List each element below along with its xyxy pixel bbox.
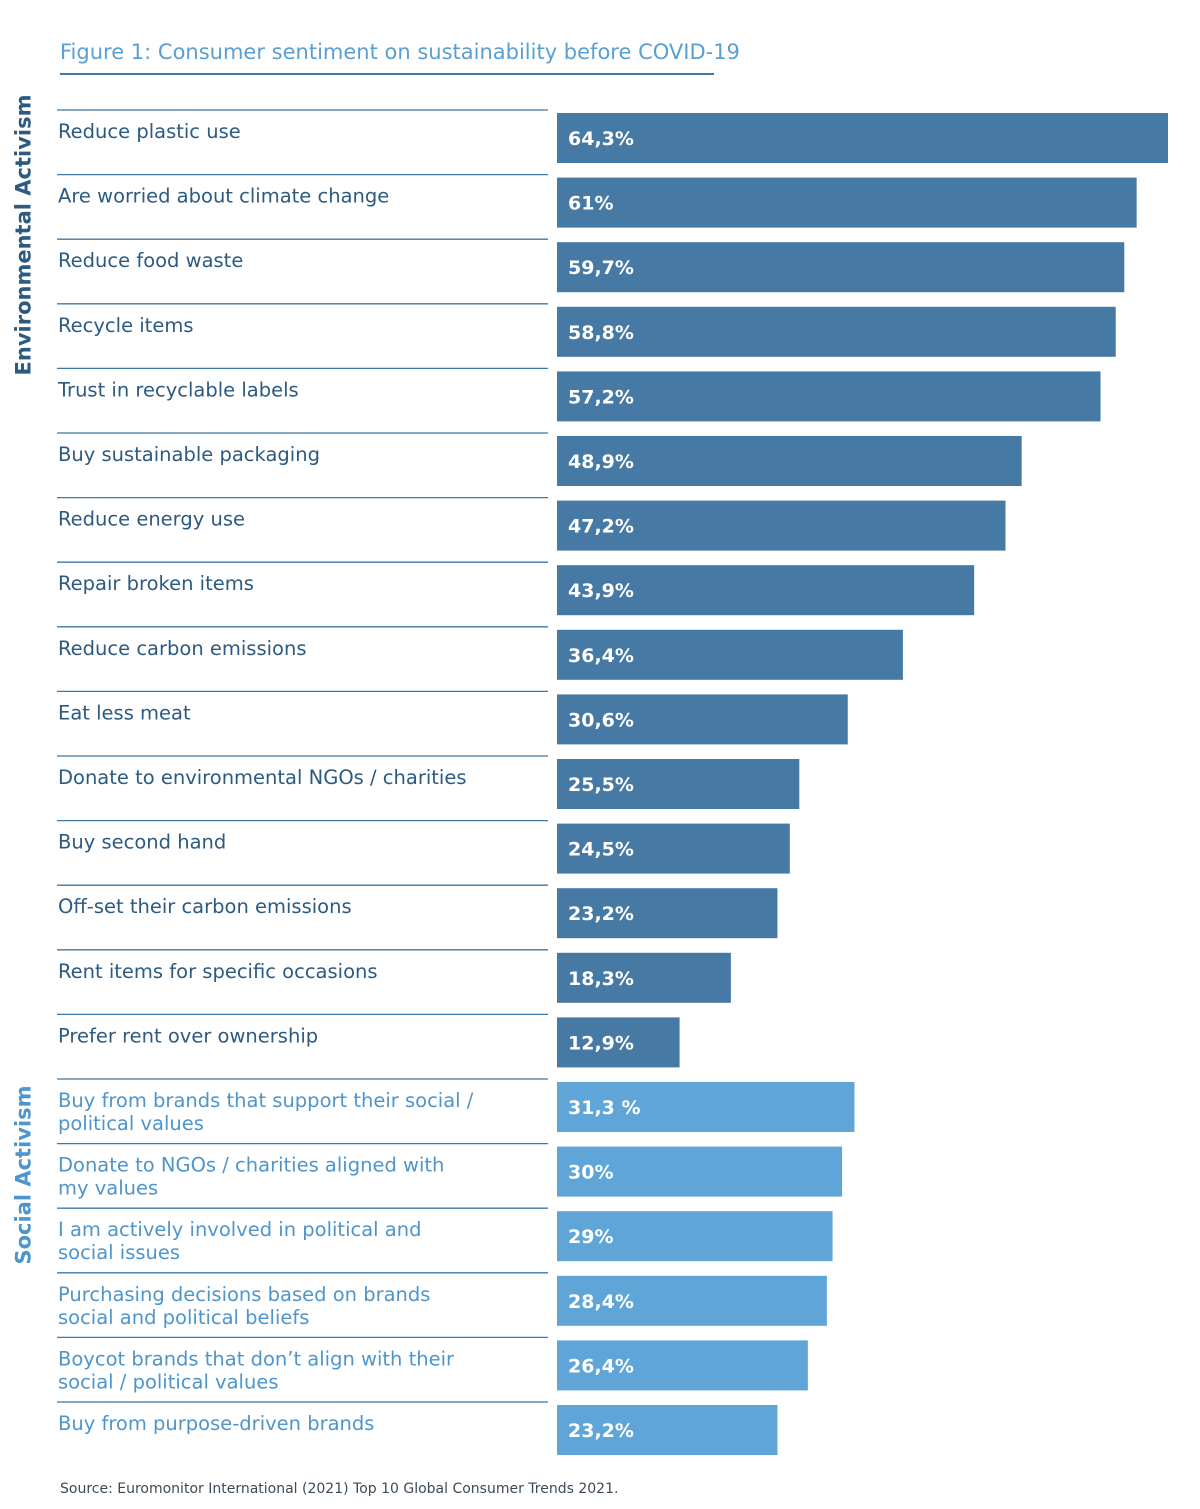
- bar: [557, 1275, 827, 1326]
- bar: [557, 177, 1137, 228]
- bar: [557, 1017, 680, 1068]
- category-label-line: Boycot brands that don’t align with thei…: [58, 1347, 455, 1370]
- category-label-line: Rent items for specific occasions: [58, 960, 378, 983]
- category-label-line: my values: [58, 1177, 158, 1200]
- category-label: Reduce energy use: [58, 508, 245, 531]
- category-label-line: Reduce food waste: [58, 249, 243, 272]
- category-label-line: Buy sustainable packaging: [58, 443, 320, 466]
- bar-value-label: 43,9%: [568, 580, 634, 602]
- bar-value-label: 23,2%: [568, 903, 634, 925]
- bar: [557, 694, 848, 745]
- category-label-line: I am actively involved in political and: [58, 1218, 421, 1241]
- category-label: Donate to NGOs / charities aligned with m…: [58, 1154, 444, 1200]
- bar: [557, 306, 1116, 357]
- category-label-line: Donate to environmental NGOs / charities: [58, 766, 466, 789]
- bar-value-label: 64,3%: [568, 128, 634, 150]
- category-label: Buy from brands that support their socia…: [58, 1089, 474, 1135]
- bar: [557, 1340, 808, 1391]
- bar: [557, 371, 1101, 422]
- category-label-line: social issues: [58, 1241, 180, 1264]
- bar: [557, 1211, 833, 1262]
- bar-value-label: 47,2%: [568, 516, 634, 538]
- category-label-line: social and political beliefs: [58, 1306, 309, 1329]
- bar-value-label: 29%: [568, 1226, 613, 1248]
- bar: [557, 952, 731, 1003]
- category-label-line: Buy from purpose-driven brands: [58, 1412, 374, 1435]
- category-label: Reduce food waste: [58, 249, 243, 272]
- category-label-line: Buy second hand: [58, 831, 226, 854]
- bar: [557, 1405, 778, 1455]
- category-label: Prefer rent over ownership: [58, 1024, 318, 1047]
- bar-value-label: 12,9%: [568, 1032, 634, 1054]
- category-label-line: Off-set their carbon emissions: [58, 895, 352, 918]
- bar-value-label: 30%: [568, 1162, 613, 1184]
- category-label: Donate to environmental NGOs / charities: [58, 766, 466, 789]
- bar-chart: Reduce plastic use 64,3% Are worried about…: [57, 109, 1168, 1455]
- category-label-line: Repair broken items: [58, 572, 254, 595]
- bar: [557, 565, 975, 616]
- title-underline: [60, 73, 714, 75]
- bar-value-label: 58,8%: [568, 322, 634, 344]
- source-note: Source: Euromonitor International (2021)…: [60, 1481, 619, 1497]
- bar-value-label: 48,9%: [568, 451, 634, 473]
- category-label-line: Are worried about climate change: [58, 185, 389, 208]
- category-label: Reduce carbon emissions: [58, 637, 306, 660]
- category-label: Eat less meat: [58, 701, 191, 724]
- bar: [557, 759, 800, 809]
- bar: [557, 823, 790, 874]
- category-label: Buy second hand: [58, 831, 226, 854]
- category-label-line: Prefer rent over ownership: [58, 1024, 318, 1047]
- bar: [557, 500, 1006, 551]
- category-label: Are worried about climate change: [58, 185, 389, 208]
- bar: [557, 888, 778, 939]
- category-label-line: Reduce energy use: [58, 508, 245, 531]
- bar: [557, 1082, 855, 1132]
- bar: [557, 113, 1168, 163]
- category-label: Recycle items: [58, 314, 193, 337]
- category-label: Purchasing decisions based on brands soci…: [58, 1283, 430, 1329]
- bar-value-label: 61%: [568, 193, 613, 215]
- bar-value-label: 59,7%: [568, 257, 634, 279]
- bar-value-label: 24,5%: [568, 839, 634, 861]
- category-label: Reduce plastic use: [58, 120, 241, 143]
- bar-value-label: 57,2%: [568, 386, 634, 408]
- category-label: I am actively involved in political and s…: [58, 1218, 421, 1264]
- bar-value-label: 23,2%: [568, 1420, 634, 1442]
- bar: [557, 436, 1022, 486]
- category-label-line: social / political values: [58, 1370, 278, 1393]
- bar-value-label: 18,3%: [568, 968, 634, 990]
- category-label: Repair broken items: [58, 572, 254, 595]
- category-label-line: Buy from brands that support their socia…: [58, 1089, 474, 1112]
- category-label-line: Donate to NGOs / charities aligned with: [58, 1154, 444, 1177]
- category-label: Rent items for specific occasions: [58, 960, 378, 983]
- category-label: Buy from purpose-driven brands: [58, 1412, 374, 1435]
- chart-title: Figure 1: Consumer sentiment on sustaina…: [60, 40, 740, 64]
- bar: [557, 1146, 843, 1197]
- bar: [557, 242, 1125, 293]
- category-label: Boycot brands that don’t align with thei…: [58, 1347, 455, 1393]
- bar-value-label: 30,6%: [568, 709, 634, 731]
- category-label-line: Trust in recyclable labels: [57, 378, 299, 401]
- bar: [557, 629, 903, 680]
- bar-value-label: 25,5%: [568, 774, 634, 796]
- category-label-line: political values: [58, 1112, 204, 1135]
- bar-value-label: 36,4%: [568, 645, 634, 667]
- bar-value-label: 26,4%: [568, 1355, 634, 1377]
- category-label-line: Eat less meat: [58, 701, 191, 724]
- bar-value-label: 31,3 %: [568, 1097, 641, 1119]
- category-label-line: Reduce carbon emissions: [58, 637, 306, 660]
- category-label-line: Purchasing decisions based on brands: [58, 1283, 430, 1306]
- bar-value-label: 28,4%: [568, 1291, 634, 1313]
- category-label: Trust in recyclable labels: [57, 378, 299, 401]
- category-label-line: Recycle items: [58, 314, 193, 337]
- category-label: Buy sustainable packaging: [58, 443, 320, 466]
- category-label: Off-set their carbon emissions: [58, 895, 352, 918]
- category-label-line: Reduce plastic use: [58, 120, 241, 143]
